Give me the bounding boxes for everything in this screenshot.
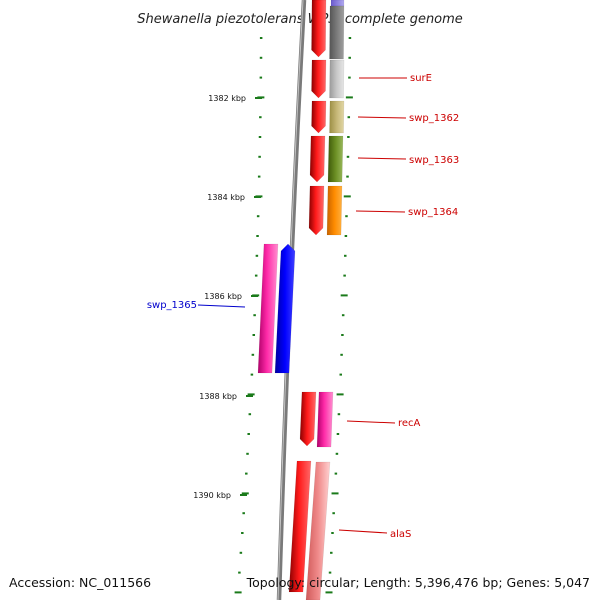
scale-label: 1386 kbp (204, 292, 242, 301)
feature-block (316, 391, 334, 448)
gene-shapes (257, 0, 345, 600)
scale-label: 1384 kbp (207, 193, 245, 202)
gene-label-alaS[interactable]: alaS (338, 529, 411, 540)
genome-title: Shewanella piezotolerans WP3, complete g… (137, 12, 463, 27)
gene-label-text: surE (410, 73, 432, 84)
gene-label-text: swp_1363 (409, 155, 459, 166)
gene-label-text: recA (398, 418, 421, 429)
gene-label-swp_1363[interactable]: swp_1363 (357, 155, 459, 166)
feature-block (257, 243, 279, 374)
feature-block (305, 461, 331, 600)
feature-block (329, 59, 345, 99)
gene-label-text: swp_1365 (147, 300, 197, 311)
gene-arrow (309, 135, 326, 183)
gene-label-swp_1364[interactable]: swp_1364 (355, 207, 458, 218)
gene-leader-line (346, 420, 396, 424)
scale-labels: 1382 kbp 1384 kbp 1386 kbp 1388 kbp 1390 kbp (193, 94, 262, 500)
gene-label-text: alaS (390, 529, 411, 540)
gene-label-text: swp_1364 (408, 207, 458, 218)
gene-leader-line (355, 210, 406, 213)
gene-leader-line (338, 529, 388, 534)
feature-block (330, 0, 345, 7)
gene-arrow (288, 460, 312, 593)
scale-ticks (234, 37, 353, 594)
gene-arrow (311, 59, 327, 99)
scale-label: 1388 kbp (199, 392, 237, 401)
gene-label-text: swp_1362 (409, 113, 459, 124)
genome-summary-text: Topology: circular; Length: 5,396,476 bp… (246, 575, 590, 590)
feature-block (329, 5, 345, 60)
gene-label-swp_1362[interactable]: swp_1362 (357, 113, 459, 124)
gene-label-recA[interactable]: recA (346, 418, 421, 429)
gene-label-swp_1365[interactable]: swp_1365 (147, 300, 246, 311)
gene-arrow (311, 0, 327, 58)
accession-text: Accession: NC_011566 (9, 575, 152, 590)
gene-leader-line (197, 304, 246, 308)
gene-arrow (311, 100, 327, 134)
gene-label-surE[interactable]: surE (359, 73, 432, 84)
gene-arrow (308, 185, 325, 236)
scale-label: 1382 kbp (208, 94, 246, 103)
gene-arrow (299, 391, 317, 447)
gene-leader-line (357, 157, 407, 160)
feature-block (327, 135, 344, 183)
scale-label: 1390 kbp (193, 491, 231, 500)
gene-leader-line (357, 116, 407, 119)
feature-block (329, 100, 345, 134)
feature-block (326, 185, 343, 236)
gene-arrow (274, 243, 296, 374)
